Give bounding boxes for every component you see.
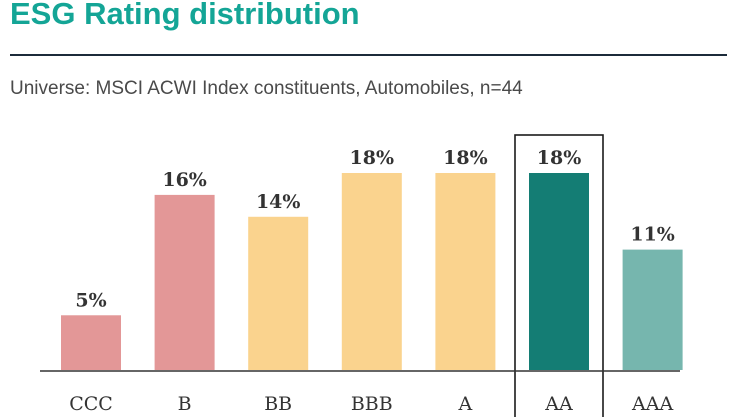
bar-bbb bbox=[341, 173, 402, 370]
value-label-ccc: 5% bbox=[75, 289, 106, 311]
value-label-aaa: 11% bbox=[630, 224, 675, 246]
category-label-b: B bbox=[178, 393, 192, 415]
value-label-aa: 18% bbox=[537, 147, 582, 169]
bar-bb bbox=[248, 216, 309, 370]
category-label-a: A bbox=[458, 393, 473, 415]
bar-b bbox=[154, 194, 215, 370]
title-divider bbox=[10, 54, 727, 56]
chart-subtitle: Universe: MSCI ACWI Index constituents, … bbox=[10, 78, 523, 99]
value-label-bb: 14% bbox=[256, 191, 301, 213]
category-label-aaa: AAA bbox=[631, 393, 673, 415]
category-label-aa: AA bbox=[544, 393, 573, 415]
bar-a bbox=[435, 173, 496, 370]
chart-title: ESG Rating distribution bbox=[10, 0, 360, 31]
value-label-a: 18% bbox=[443, 147, 488, 169]
highlight-box-aa bbox=[514, 134, 604, 417]
bar-ccc bbox=[61, 315, 121, 370]
value-label-bbb: 18% bbox=[350, 147, 395, 169]
bar-aa bbox=[529, 173, 589, 370]
category-label-bbb: BBB bbox=[351, 393, 393, 415]
category-label-bb: BB bbox=[264, 393, 292, 415]
category-label-ccc: CCC bbox=[69, 393, 113, 415]
bar-aaa bbox=[622, 249, 683, 370]
value-label-b: 16% bbox=[162, 169, 207, 191]
